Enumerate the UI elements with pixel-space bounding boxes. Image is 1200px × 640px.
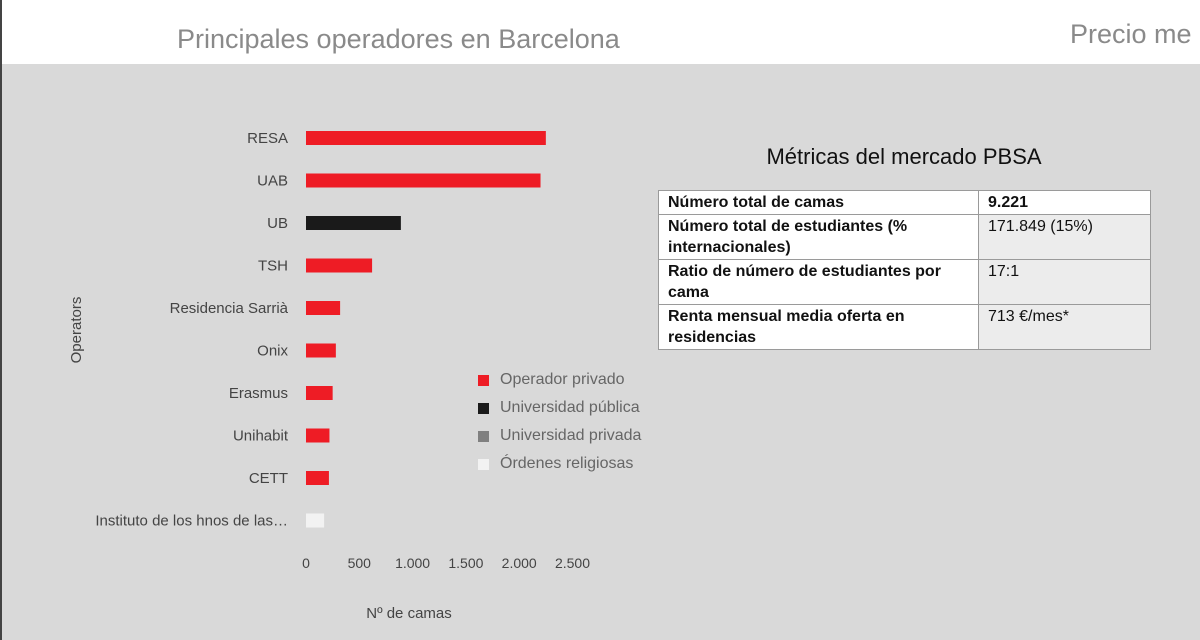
bar bbox=[306, 173, 541, 188]
x-tick-label: 1.500 bbox=[448, 555, 483, 571]
category-label: Unihabit bbox=[233, 428, 289, 445]
category-label: RESA bbox=[247, 130, 288, 147]
x-tick-label: 2.500 bbox=[555, 555, 590, 571]
metric-value: 9.221 bbox=[978, 190, 1151, 215]
header-bar: Principales operadores en Barcelona Prec… bbox=[2, 0, 1200, 64]
legend-label: Universidad pública bbox=[500, 399, 640, 416]
metric-label: Número total de camas bbox=[658, 190, 979, 215]
frame-left-border bbox=[0, 0, 2, 640]
bar bbox=[306, 258, 373, 273]
category-label: TSH bbox=[258, 258, 288, 275]
content-panel bbox=[2, 64, 1200, 640]
bar bbox=[306, 301, 341, 315]
metric-value: 713 €/mes* bbox=[978, 304, 1151, 350]
category-label: UAB bbox=[257, 173, 288, 190]
legend-item-operador-privado: Operador privado bbox=[478, 366, 641, 394]
chart-legend: Operador privado Universidad pública Uni… bbox=[478, 366, 641, 478]
x-tick-label: 0 bbox=[302, 555, 310, 571]
metric-label: Ratio de número de estudiantes por cama bbox=[658, 259, 979, 305]
bar bbox=[306, 343, 336, 358]
category-label: Onix bbox=[257, 343, 288, 360]
legend-item-universidad-privada: Universidad privada bbox=[478, 422, 641, 450]
metrics-table: Número total de camas 9.221 Número total… bbox=[658, 190, 1151, 350]
category-label: Instituto de los hnos de las… bbox=[95, 513, 288, 530]
x-tick-label: 500 bbox=[348, 555, 372, 571]
legend-item-ordenes-religiosas: Órdenes religiosas bbox=[478, 450, 641, 478]
legend-swatch bbox=[478, 374, 489, 386]
metric-label: Número total de estudiantes (% internaci… bbox=[658, 214, 979, 260]
legend-item-universidad-publica: Universidad pública bbox=[478, 394, 641, 422]
legend-label: Órdenes religiosas bbox=[500, 455, 634, 472]
legend-label: Universidad privada bbox=[500, 427, 642, 444]
metric-label: Renta mensual media oferta en residencia… bbox=[658, 304, 979, 350]
legend-swatch bbox=[478, 430, 489, 442]
x-tick-label: 2.000 bbox=[502, 555, 537, 571]
metrics-title: Métricas del mercado PBSA bbox=[766, 144, 1042, 169]
table-row: Número total de estudiantes (% internaci… bbox=[658, 214, 1151, 260]
legend-label: Operador privado bbox=[500, 371, 625, 388]
bar bbox=[306, 428, 330, 443]
metric-value: 17:1 bbox=[978, 259, 1151, 305]
table-row: Ratio de número de estudiantes por cama … bbox=[658, 259, 1151, 305]
category-label: UB bbox=[267, 215, 288, 232]
bar bbox=[306, 471, 329, 485]
metric-value: 171.849 (15%) bbox=[978, 214, 1151, 260]
x-tick-label: 1.000 bbox=[395, 555, 430, 571]
bar bbox=[306, 513, 325, 528]
category-label: Erasmus bbox=[229, 385, 288, 402]
y-axis-label: Operators bbox=[68, 297, 85, 364]
table-row: Número total de camas 9.221 bbox=[658, 190, 1151, 215]
category-label: CETT bbox=[249, 470, 288, 487]
table-row: Renta mensual media oferta en residencia… bbox=[658, 304, 1151, 350]
legend-swatch bbox=[478, 458, 489, 470]
bar bbox=[306, 386, 333, 400]
bar bbox=[306, 131, 546, 145]
legend-swatch bbox=[478, 402, 489, 414]
x-axis-label: Nº de camas bbox=[366, 605, 452, 622]
right-panel-title: Precio me bbox=[1070, 19, 1192, 49]
bar bbox=[306, 216, 401, 230]
page-title: Principales operadores en Barcelona bbox=[177, 24, 620, 54]
category-label: Residencia Sarrià bbox=[170, 300, 289, 317]
